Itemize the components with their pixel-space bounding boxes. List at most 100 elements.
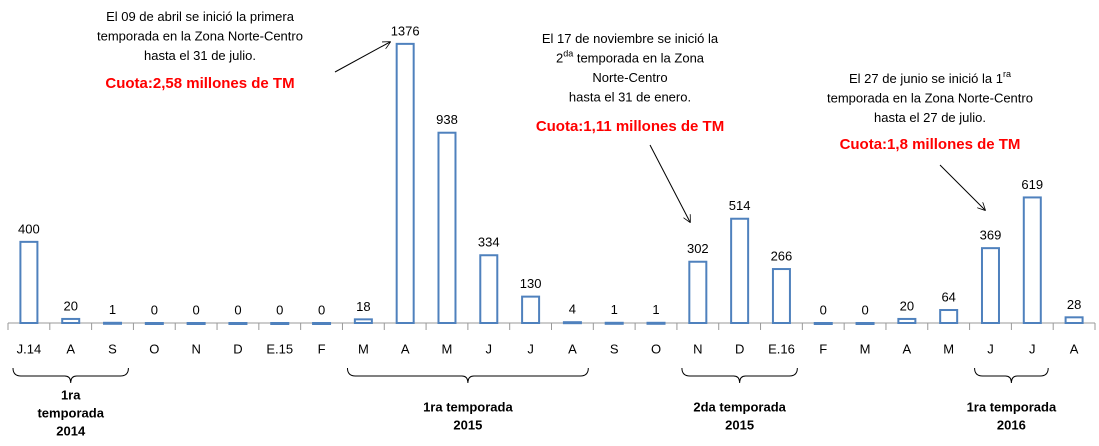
x-tick-label: M (442, 341, 453, 356)
bar (437, 131, 457, 324)
data-label: 1 (611, 302, 618, 317)
annotation-text: 2 (556, 51, 563, 66)
data-label: 1376 (391, 23, 420, 38)
x-tick-label: J (527, 341, 534, 356)
annotation-line: Norte-Centro (592, 70, 667, 85)
data-label: 4 (569, 302, 576, 317)
x-tick-label: D (735, 341, 744, 356)
bar (730, 217, 750, 324)
annotation-sup: da (563, 49, 573, 59)
data-label: 938 (436, 112, 458, 127)
data-label: 0 (193, 302, 200, 317)
x-tick-label: A (1070, 341, 1079, 356)
annotation-quota: Cuota:1,11 millones de TM (536, 118, 724, 135)
arrow (649, 144, 690, 222)
annotation-text: hasta el 31 de enero. (569, 90, 691, 105)
x-tick-label: A (401, 341, 410, 356)
x-tick-label: J (486, 341, 493, 356)
data-label: 334 (478, 235, 500, 250)
bar (771, 268, 791, 325)
bar (144, 322, 164, 325)
season-label: 2014 (56, 423, 86, 438)
bar (855, 322, 875, 325)
data-label: 18 (356, 299, 370, 314)
season-label: 2015 (453, 417, 482, 432)
data-label: 1 (652, 302, 659, 317)
data-label: 0 (234, 302, 241, 317)
data-label: 619 (1021, 177, 1043, 192)
x-tick-label: J.14 (17, 341, 42, 356)
bar (228, 322, 248, 325)
bar (1064, 316, 1084, 325)
data-label: 0 (820, 302, 827, 317)
x-tick-label: O (149, 341, 159, 356)
annotation-text: temporada en la Zona Norte-Centro (97, 29, 303, 44)
x-tick-label: M (860, 341, 871, 356)
annotation-line: 2da temporada en la Zona (556, 49, 705, 66)
annotation-quota: Cuota:2,58 millones de TM (105, 75, 294, 92)
annotation-line: temporada en la Zona Norte-Centro (827, 91, 1033, 106)
bar (688, 260, 708, 325)
bracket (974, 367, 1049, 384)
annotation-line: hasta el 31 de enero. (569, 90, 691, 105)
x-tick-label: N (693, 341, 702, 356)
x-tick-label: N (191, 341, 200, 356)
x-tick-label: E.15 (266, 341, 293, 356)
data-label: 0 (151, 302, 158, 317)
annotation-line: El 09 de abril se inició la primera (106, 9, 295, 24)
bar (1022, 196, 1042, 324)
annotation-sup: ra (1003, 69, 1011, 79)
season-label: 2016 (997, 417, 1026, 432)
data-label: 20 (900, 298, 914, 313)
annotation-text: El 09 de abril se inició la primera (106, 9, 295, 24)
data-label: 28 (1067, 297, 1081, 312)
data-label: 0 (276, 302, 283, 317)
season-label: temporada (37, 405, 104, 420)
annotation-text: temporada en la Zona Norte-Centro (827, 91, 1033, 106)
x-tick-label: E.16 (768, 341, 795, 356)
x-tick-label: M (943, 341, 954, 356)
data-label: 64 (941, 289, 955, 304)
bar (353, 318, 373, 325)
x-tick-label: J (1029, 341, 1036, 356)
x-tick-label: J (987, 341, 994, 356)
x-tick-label: A (568, 341, 577, 356)
annotation-text: El 27 de junio se inició la 1 (849, 71, 1003, 86)
x-tick-label: F (318, 341, 326, 356)
data-label: 400 (18, 221, 40, 236)
bar (646, 321, 666, 325)
arrow (334, 42, 390, 73)
bracket (12, 367, 129, 384)
annotation-line: temporada en la Zona Norte-Centro (97, 29, 303, 44)
bar (813, 322, 833, 325)
season-label: 1ra temporada (967, 399, 1057, 414)
x-tick-label: A (66, 341, 75, 356)
data-label: 1 (109, 302, 116, 317)
bar (61, 317, 81, 325)
bar (103, 321, 123, 325)
annotation-quota: Cuota:1,8 millones de TM (840, 136, 1021, 153)
annotation-line: El 17 de noviembre se inició la (542, 31, 719, 46)
annotation-line: El 27 de junio se inició la 1ra (849, 69, 1011, 86)
annotation-line: hasta el 27 de julio. (874, 110, 986, 125)
bar (562, 321, 582, 325)
bar (270, 322, 290, 325)
data-label: 266 (771, 248, 793, 263)
annotation-text: hasta el 27 de julio. (874, 110, 986, 125)
annotation-text: El 17 de noviembre se inició la (542, 31, 719, 46)
bar (521, 295, 541, 324)
bar (604, 321, 624, 325)
x-tick-label: S (108, 341, 117, 356)
season-label: 1ra temporada (423, 399, 513, 414)
data-label: 0 (861, 302, 868, 317)
annotation-text: temporada en la Zona (573, 51, 705, 66)
season-label: 2da temporada (693, 399, 786, 414)
x-tick-label: O (651, 341, 661, 356)
bracket (346, 367, 589, 384)
data-label: 20 (63, 298, 77, 313)
season-label: 1ra (61, 387, 81, 402)
season-label: 2015 (725, 417, 754, 432)
annotation-text: hasta el 31 de julio. (144, 48, 256, 63)
bar (19, 240, 39, 325)
